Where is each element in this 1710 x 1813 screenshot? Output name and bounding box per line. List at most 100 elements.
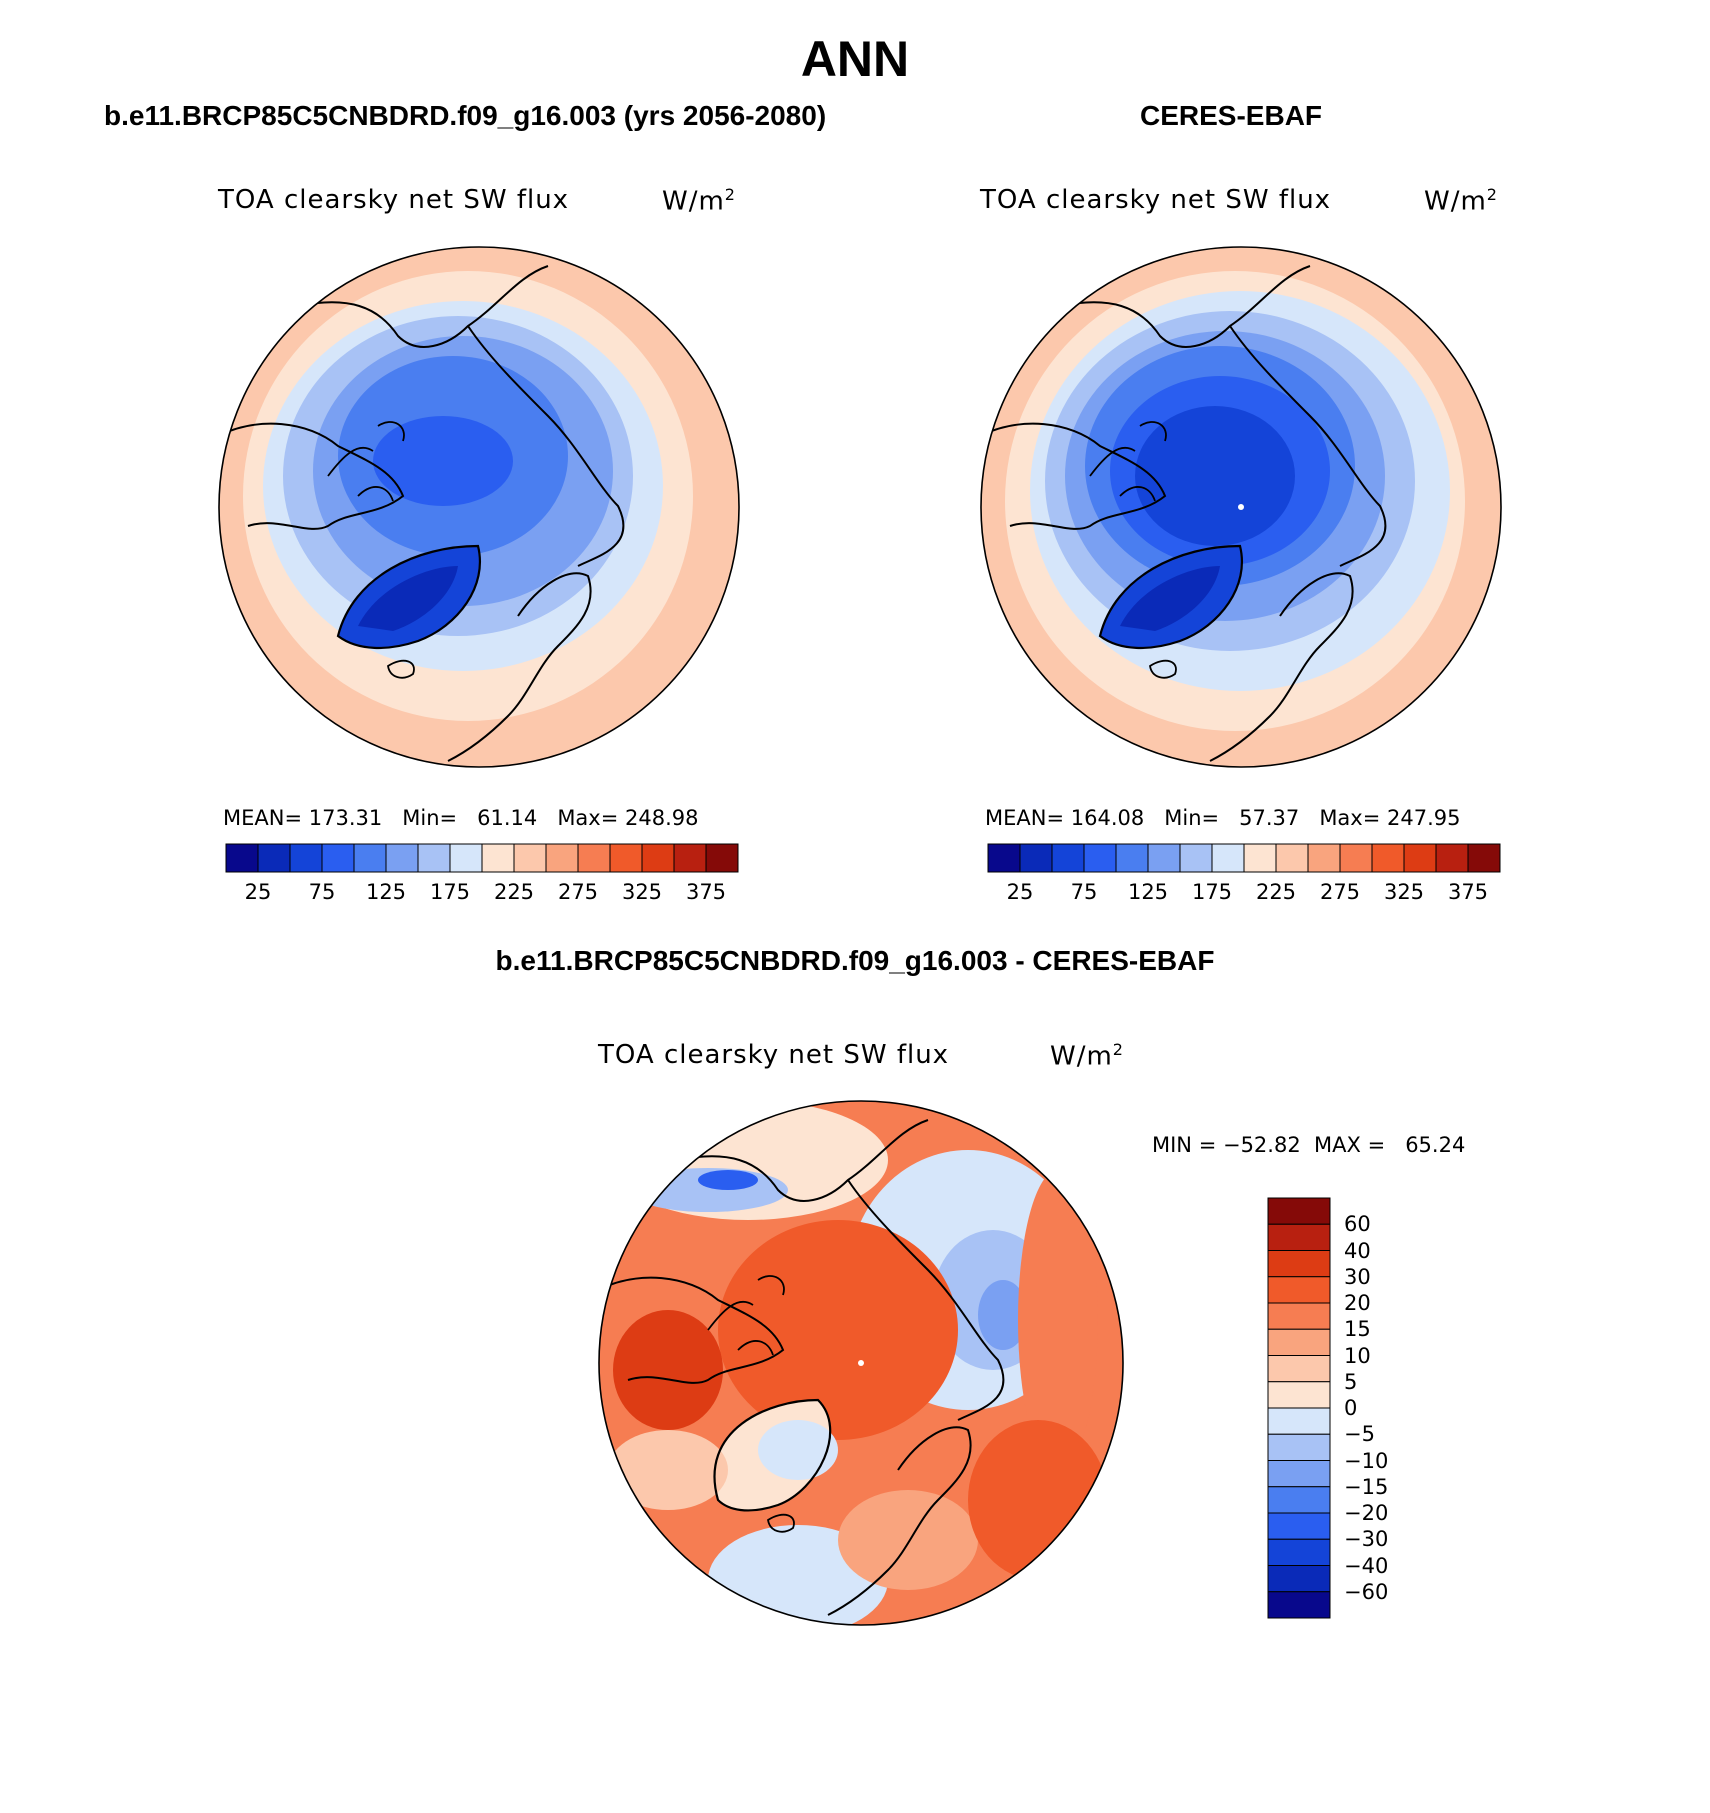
diff-colorbar-box [1267,1250,1331,1278]
obs-colorbar-box [1339,843,1373,873]
diff-colorbar-tick-label: 0 [1344,1396,1358,1420]
diff-colorbar [1267,1197,1331,1619]
diff-min-max: MIN = −52.82 MAX = 65.24 [1152,1133,1466,1157]
diff-colorbar-box [1267,1433,1331,1461]
obs-colorbar-tick-label: 375 [1447,880,1489,904]
model-units: W/m2 [662,185,736,217]
obs-colorbar-box [1467,843,1501,873]
obs-colorbar-box [1147,843,1181,873]
obs-panel-subtitle: CERES-EBAF [1140,100,1323,131]
obs-colorbar-tick-label: 75 [1070,880,1098,904]
diff-units: W/m2 [1050,1040,1124,1072]
obs-colorbar-tick-label: 125 [1127,880,1169,904]
model-colorbar-box [481,843,515,873]
obs-colorbar-box [1083,843,1117,873]
obs-stats: MEAN= 164.08 Min= 57.37 Max= 247.95 [985,806,1461,830]
diff-colorbar-box [1267,1197,1331,1225]
diff-colorbar-box [1267,1538,1331,1566]
model-polar-map [218,246,740,768]
diff-colorbar-tick-label: 5 [1344,1369,1358,1394]
model-colorbar-box [225,843,259,873]
model-colorbar-tick-label: 175 [429,880,471,904]
model-colorbar-box [577,843,611,873]
model-colorbar-box [257,843,291,873]
diff-colorbar-tick-label: −5 [1344,1422,1375,1447]
obs-colorbar-tick-label: 325 [1383,880,1425,904]
obs-colorbar-box [1275,843,1309,873]
model-colorbar-box [705,843,739,873]
model-colorbar-box [513,843,547,873]
diff-colorbar-tick-label: 20 [1344,1291,1371,1315]
obs-colorbar-box [1403,843,1437,873]
diff-colorbar-box [1267,1565,1331,1593]
obs-colorbar-box [1371,843,1405,873]
model-stats: MEAN= 173.31 Min= 61.14 Max= 248.98 [223,806,699,830]
diff-variable-title: TOA clearsky net SW flux [598,1040,950,1070]
diff-colorbar-box [1267,1355,1331,1383]
obs-colorbar-box [1211,843,1245,873]
diff-colorbar-box [1267,1328,1331,1356]
model-colorbar-box [289,843,323,873]
model-colorbar-box [673,843,707,873]
diff-panel-subtitle: b.e11.BRCP85C5CNBDRD.f09_g16.003 - CERES… [495,945,1215,976]
diff-colorbar-tick-label: 30 [1344,1264,1371,1289]
model-colorbar-tick-label: 225 [493,880,535,904]
diff-colorbar-box [1267,1276,1331,1304]
obs-colorbar-labels: 25 75 125 175 225 275 325 375 [988,880,1500,906]
diff-colorbar-tick-label: −15 [1344,1474,1389,1499]
diff-colorbar-tick-label: −20 [1344,1501,1389,1525]
obs-colorbar-box [1435,843,1469,873]
diff-colorbar-tick-label: 40 [1344,1238,1371,1263]
obs-colorbar-box [1307,843,1341,873]
model-colorbar-box [353,843,387,873]
main-title: ANN [800,31,910,87]
model-variable-title: TOA clearsky net SW flux [218,185,570,215]
model-colorbar-tick-label: 25 [244,880,272,904]
model-colorbar-box [545,843,579,873]
diff-colorbar-tick-label: −60 [1344,1579,1389,1604]
obs-variable-title: TOA clearsky net SW flux [980,185,1332,215]
diff-colorbar-box [1267,1223,1331,1251]
diff-colorbar-box [1267,1460,1331,1488]
obs-units: W/m2 [1424,185,1498,217]
obs-colorbar-tick-label: 175 [1191,880,1233,904]
model-colorbar-box [321,843,355,873]
obs-colorbar-box [1115,843,1149,873]
obs-colorbar-tick-label: 275 [1319,880,1361,904]
diff-colorbar-tick-label: −10 [1344,1448,1389,1473]
model-colorbar-box [417,843,451,873]
model-colorbar-tick-label: 375 [685,880,727,904]
model-colorbar-box [449,843,483,873]
model-colorbar-labels: 25 75 125 175 225 275 325 375 [226,880,738,906]
obs-polar-map [980,246,1502,768]
obs-colorbar-box [987,843,1021,873]
diff-colorbar-box [1267,1486,1331,1514]
diff-colorbar-box [1267,1512,1331,1540]
model-colorbar [225,843,739,873]
diff-colorbar-box [1267,1381,1331,1409]
obs-colorbar-box [1051,843,1085,873]
model-colorbar-tick-label: 325 [621,880,663,904]
model-colorbar-tick-label: 125 [365,880,407,904]
diff-colorbar-box [1267,1302,1331,1330]
model-colorbar-tick-label: 275 [557,880,599,904]
model-panel-subtitle: b.e11.BRCP85C5CNBDRD.f09_g16.003 (yrs 20… [104,100,827,131]
obs-colorbar [987,843,1501,873]
model-colorbar-box [609,843,643,873]
diff-polar-map [598,1100,1124,1626]
obs-colorbar-tick-label: 225 [1255,880,1297,904]
model-colorbar-box [641,843,675,873]
model-colorbar-tick-label: 75 [308,880,336,904]
diff-colorbar-tick-label: 60 [1344,1212,1371,1237]
diff-colorbar-labels: 60 40 30 20 15 10 5 0 −5 −10 −15 −20 −30 −40 −60 [1344,1198,1464,1618]
diff-colorbar-box [1267,1407,1331,1435]
obs-colorbar-box [1179,843,1213,873]
obs-colorbar-box [1243,843,1277,873]
diff-colorbar-tick-label: −30 [1344,1527,1389,1552]
model-colorbar-box [385,843,419,873]
obs-colorbar-tick-label: 25 [1006,880,1034,904]
diff-colorbar-tick-label: 10 [1344,1343,1371,1368]
obs-colorbar-box [1019,843,1053,873]
diff-colorbar-tick-label: 15 [1344,1317,1371,1342]
diff-colorbar-tick-label: −40 [1344,1553,1389,1578]
